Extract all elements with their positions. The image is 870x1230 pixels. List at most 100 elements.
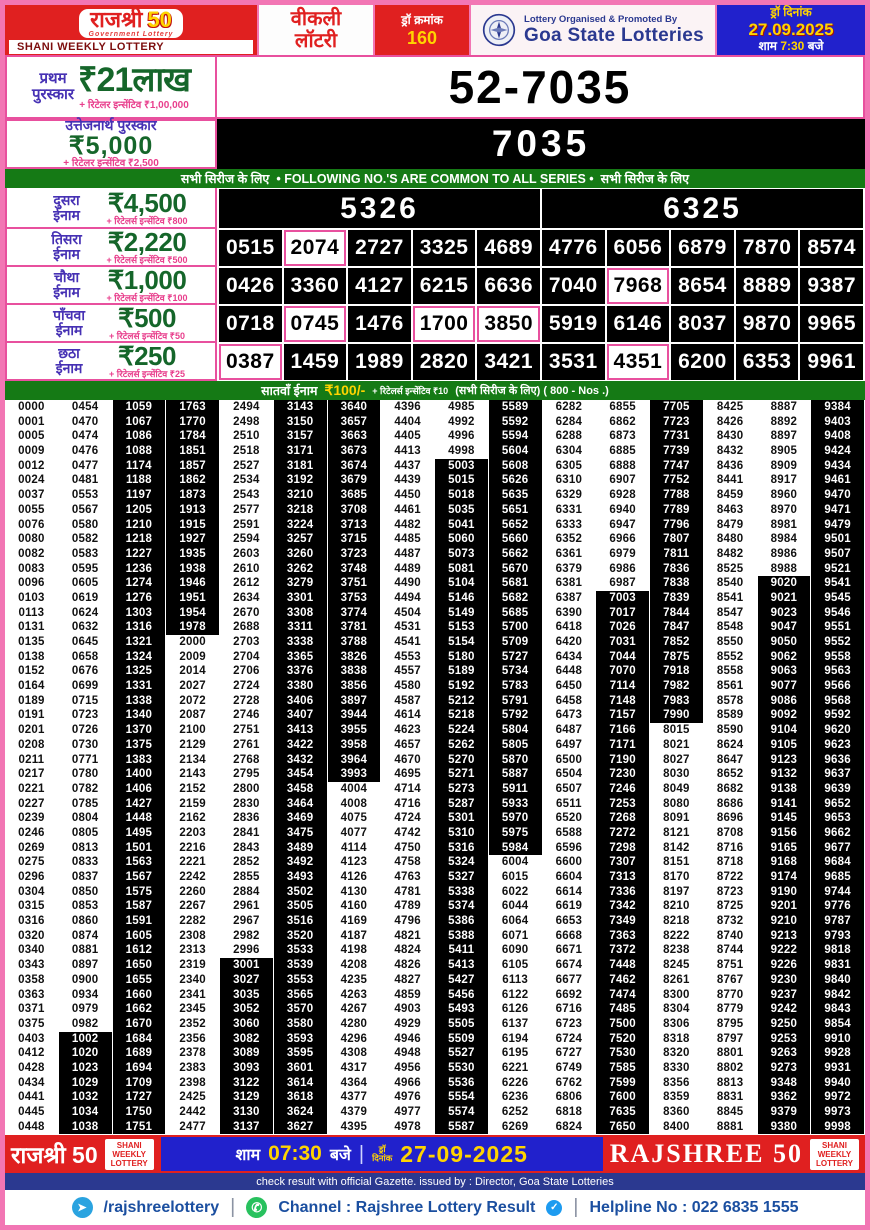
tier-incentive: + रिटेलर्स इन्सेंटिव ₹100 — [106, 293, 188, 303]
table-number-cell: 1188 — [112, 473, 167, 489]
table-number-cell: 4695 — [381, 767, 435, 782]
table-number-cell: 3181 — [273, 458, 328, 474]
table-number-cell: 5273 — [435, 781, 489, 797]
table-number-cell: 8330 — [650, 1060, 704, 1076]
table-number-cell: 9787 — [811, 914, 865, 929]
table-number-cell: 1709 — [112, 1075, 167, 1091]
table-number-cell: 6885 — [596, 444, 650, 459]
table-number-cell: 2341 — [166, 987, 220, 1003]
table-number-cell: 1978 — [166, 620, 220, 635]
table-number-cell: 2751 — [220, 723, 274, 738]
table-number-cell: 0580 — [58, 517, 113, 533]
table-number-cell: 9843 — [811, 1002, 865, 1017]
table-number-cell: 7070 — [596, 664, 650, 680]
table-number-cell: 7918 — [650, 664, 704, 680]
table-number-cell: 9062 — [757, 649, 812, 665]
table-number-cell: 9226 — [757, 958, 812, 973]
table-number-cell: 2670 — [220, 605, 274, 621]
table-number-cell: 4267 — [327, 1002, 382, 1017]
table-number-cell: 4826 — [381, 958, 435, 973]
table-number-cell: 3751 — [327, 576, 382, 591]
table-number-cell: 8091 — [650, 811, 704, 826]
tier-name: छठा ईनाम — [55, 345, 83, 376]
table-number-cell: 9637 — [811, 767, 865, 782]
table-number-cell: 0315 — [5, 899, 59, 915]
table-number-cell: 5270 — [435, 752, 489, 768]
table-number-cell: 4996 — [435, 429, 489, 445]
table-number-cell: 1059 — [112, 400, 167, 415]
table-number-cell: 6940 — [596, 502, 650, 518]
table-number-cell: 0403 — [5, 1031, 59, 1047]
table-number-cell: 0567 — [58, 502, 113, 518]
table-number-cell: 8624 — [703, 737, 758, 753]
table-number-cell: 3663 — [327, 429, 382, 445]
table-number-cell: 0005 — [5, 429, 59, 445]
prize-number-cell: 4776 — [541, 230, 605, 266]
table-number-cell: 8436 — [703, 458, 758, 474]
table-number-cell: 5149 — [435, 605, 489, 621]
table-number-cell: 0152 — [5, 664, 59, 680]
table-number-cell: 0375 — [5, 1016, 59, 1032]
table-number-cell: 4280 — [327, 1016, 382, 1032]
table-number-cell: 4004 — [327, 781, 382, 797]
table-number-cell: 6907 — [596, 473, 650, 489]
table-number-cell: 3464 — [273, 796, 328, 812]
table-number-cell: 6015 — [488, 870, 543, 885]
table-number-cell: 8590 — [703, 723, 758, 738]
table-number-cell: 2242 — [166, 870, 220, 885]
prize-number-cell: 6200 — [671, 344, 734, 380]
table-number-cell: 0676 — [58, 664, 113, 680]
table-number-cell: 4580 — [381, 679, 435, 694]
table-number-cell: 7272 — [596, 825, 650, 841]
table-number-cell: 6390 — [542, 605, 597, 621]
table-number-cell: 0211 — [5, 752, 59, 768]
table-number-cell: 5527 — [435, 1046, 489, 1061]
table-number-cell: 0055 — [5, 502, 59, 518]
table-number-cell: 8430 — [703, 429, 758, 445]
telegram-handle: /rajshreelottery — [103, 1198, 220, 1216]
table-number-cell: 6619 — [542, 899, 597, 915]
tier-label-box: चौथा ईनाम ₹1,000 + रिटेलर्स इन्सेंटिव ₹100 — [5, 267, 217, 305]
table-number-cell: 7253 — [596, 796, 650, 812]
table-number-cell: 3454 — [273, 767, 328, 782]
table-number-cell: 9479 — [811, 517, 865, 533]
table-number-cell: 6387 — [542, 590, 597, 606]
table-number-cell: 8356 — [650, 1075, 704, 1091]
table-number-cell: 4437 — [381, 458, 435, 474]
table-number-cell: 5104 — [435, 576, 489, 591]
table-number-cell: 9145 — [757, 811, 812, 826]
table-number-cell: 3257 — [273, 532, 328, 547]
tier-name: दुसरा ईनाम — [53, 191, 80, 223]
table-number-cell: 4482 — [381, 517, 435, 533]
table-number-cell: 4742 — [381, 825, 435, 841]
table-number-cell: 6329 — [542, 488, 597, 503]
table-number-cell: 5681 — [488, 576, 543, 591]
table-number-cell: 0138 — [5, 649, 59, 665]
table-number-cell: 4724 — [381, 811, 435, 826]
table-number-cell: 3130 — [220, 1105, 274, 1120]
table-number-cell: 1020 — [58, 1046, 113, 1061]
organiser-line2: Goa State Lotteries — [524, 24, 704, 46]
table-number-cell: 7500 — [596, 1016, 650, 1032]
table-number-cell: 2841 — [220, 825, 274, 841]
prize-number-cell: 4127 — [348, 268, 411, 304]
footer-date-label: ड्रॉ दिनांक — [372, 1145, 392, 1163]
table-number-cell: 9434 — [811, 458, 865, 474]
table-number-cell: 4821 — [381, 928, 435, 944]
table-number-cell: 4976 — [381, 1090, 435, 1105]
draw-date-value: 27.09.2025 — [748, 20, 834, 40]
table-number-cell: 0474 — [58, 429, 113, 445]
draw-time-suffix: बजे — [807, 38, 824, 53]
table-number-cell: 3580 — [273, 1016, 328, 1032]
table-number-cell: 4998 — [435, 444, 489, 459]
footer-badge-right-l2: WEEKLY — [817, 1149, 852, 1159]
table-number-cell: 3301 — [273, 590, 328, 606]
table-number-cell: 2319 — [166, 958, 220, 973]
table-number-cell: 8320 — [650, 1046, 704, 1061]
table-number-cell: 4670 — [381, 752, 435, 768]
table-number-cell: 7485 — [596, 1002, 650, 1017]
first-prize-winning-number: 52-7035 — [217, 55, 865, 119]
footer-band: राजश्री 50 SHANI WEEKLY LOTTERY शाम 07:3… — [5, 1135, 865, 1173]
table-number-cell: 0320 — [5, 928, 59, 944]
table-number-cell: 4557 — [381, 664, 435, 680]
